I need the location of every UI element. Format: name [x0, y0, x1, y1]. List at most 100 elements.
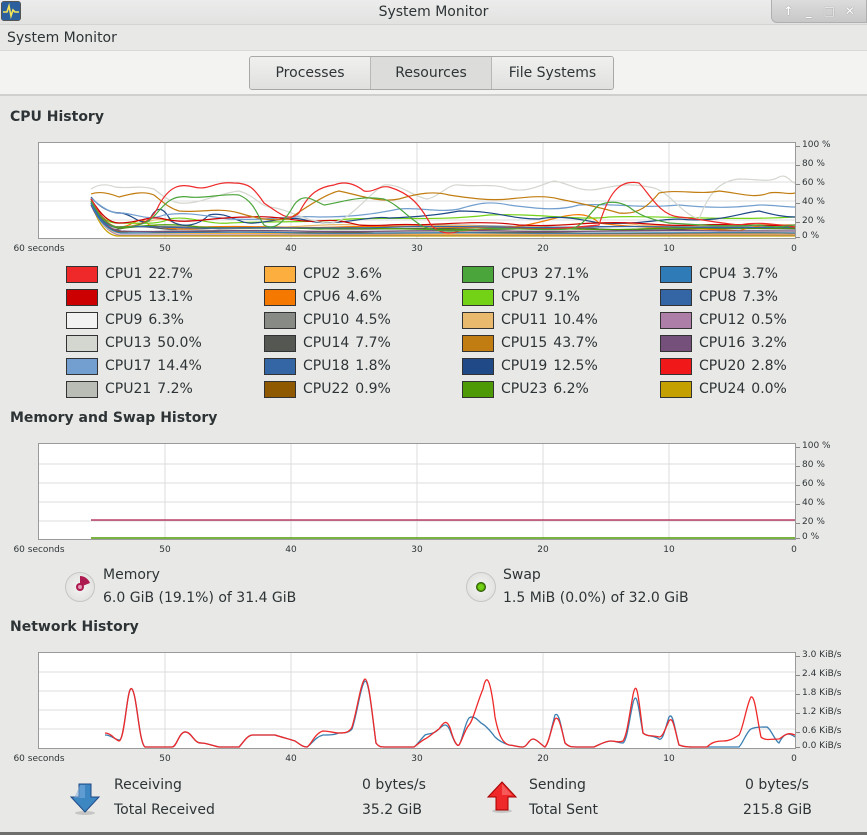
cpu-color-swatch[interactable] [660, 288, 692, 306]
cpu-percent: 14.4% [157, 358, 202, 374]
cpu-name: CPU7 [501, 289, 539, 305]
maximize-button[interactable]: □ [822, 4, 836, 18]
cpu-name: CPU14 [303, 335, 350, 351]
cpu-name: CPU19 [501, 358, 548, 374]
view-tabs: Processes Resources File Systems [249, 56, 614, 90]
memory-pie-icon[interactable] [65, 572, 95, 602]
cpu-percent: 7.7% [355, 335, 391, 351]
cpu-color-swatch[interactable] [462, 288, 494, 306]
total-sent-label: Total Sent [529, 802, 599, 818]
y-tick: 60 % [802, 178, 825, 188]
cpu-color-swatch[interactable] [462, 334, 494, 352]
cpu-legend-item: CPU22 0.9% [264, 380, 391, 398]
cpu-color-swatch[interactable] [660, 357, 692, 375]
cpu-name: CPU8 [699, 289, 737, 305]
tab-file-systems[interactable]: File Systems [492, 57, 613, 89]
tab-resources[interactable]: Resources [371, 57, 492, 89]
cpu-legend-item: CPU24 0.0% [660, 380, 787, 398]
cpu-color-swatch[interactable] [462, 311, 494, 329]
window-titlebar[interactable]: System Monitor ↑ _ □ ✕ [0, 0, 867, 25]
memory-label: Memory [103, 567, 160, 583]
total-received-label: Total Received [114, 802, 215, 818]
cpu-name: CPU18 [303, 358, 350, 374]
x-tick: 30 [411, 754, 423, 764]
cpu-name: CPU3 [501, 266, 539, 282]
cpu-color-swatch[interactable] [462, 265, 494, 283]
x-tick: 30 [411, 244, 423, 254]
y-tick: 0.0 KiB/s [802, 741, 842, 751]
cpu-color-swatch[interactable] [660, 334, 692, 352]
receiving-value: 0 bytes/s [362, 777, 426, 793]
keep-above-button[interactable]: ↑ [781, 4, 795, 18]
close-button[interactable]: ✕ [843, 4, 857, 18]
x-tick: 60 seconds [13, 545, 65, 555]
cpu-name: CPU21 [105, 381, 152, 397]
cpu-color-swatch[interactable] [462, 380, 494, 398]
swap-pie-icon[interactable] [466, 572, 496, 602]
cpu-color-swatch[interactable] [462, 357, 494, 375]
cpu-color-swatch[interactable] [264, 311, 296, 329]
sending-label: Sending [529, 777, 586, 793]
cpu-percent: 1.8% [355, 358, 391, 374]
cpu-color-swatch[interactable] [264, 334, 296, 352]
cpu-legend-item: CPU3 27.1% [462, 265, 589, 283]
cpu-color-swatch[interactable] [66, 265, 98, 283]
memory-history-chart [38, 443, 796, 540]
receiving-arrow-icon[interactable] [68, 782, 102, 816]
cpu-color-swatch[interactable] [660, 311, 692, 329]
maximize-icon: □ [823, 4, 835, 18]
tab-processes[interactable]: Processes [250, 57, 371, 89]
cpu-color-swatch[interactable] [66, 357, 98, 375]
cpu-history-chart [38, 142, 796, 239]
cpu-name: CPU9 [105, 312, 143, 328]
network-history-chart [38, 652, 796, 749]
cpu-name: CPU24 [699, 381, 746, 397]
x-tick: 40 [285, 754, 297, 764]
minimize-icon: _ [805, 4, 812, 18]
cpu-color-swatch[interactable] [264, 357, 296, 375]
cpu-percent: 3.6% [346, 266, 382, 282]
cpu-name: CPU16 [699, 335, 746, 351]
y-tick: 20 % [802, 517, 825, 527]
cpu-color-swatch[interactable] [660, 380, 692, 398]
cpu-color-swatch[interactable] [66, 380, 98, 398]
y-tick: 0.6 KiB/s [802, 726, 842, 736]
x-tick: 50 [159, 545, 171, 555]
sending-arrow-icon[interactable] [485, 780, 519, 814]
cpu-legend-item: CPU21 7.2% [66, 380, 193, 398]
cpu-color-swatch[interactable] [264, 380, 296, 398]
cpu-legend-item: CPU18 1.8% [264, 357, 391, 375]
cpu-name: CPU5 [105, 289, 143, 305]
cpu-legend-item: CPU17 14.4% [66, 357, 202, 375]
cpu-legend-item: CPU2 3.6% [264, 265, 382, 283]
y-tick: 1.2 KiB/s [802, 707, 842, 717]
app-menu[interactable]: System Monitor [7, 30, 117, 46]
cpu-color-swatch[interactable] [66, 334, 98, 352]
cpu-name: CPU11 [501, 312, 548, 328]
app-icon [1, 1, 21, 21]
cpu-percent: 2.8% [751, 358, 787, 374]
cpu-name: CPU12 [699, 312, 746, 328]
cpu-legend-item: CPU7 9.1% [462, 288, 580, 306]
cpu-history-title: CPU History [10, 109, 104, 125]
x-tick: 20 [537, 244, 549, 254]
cpu-percent: 6.3% [148, 312, 184, 328]
cpu-percent: 12.5% [553, 358, 598, 374]
receiving-label: Receiving [114, 777, 182, 793]
cpu-legend-item: CPU20 2.8% [660, 357, 787, 375]
total-sent-value: 215.8 GiB [743, 802, 812, 818]
cpu-color-swatch[interactable] [264, 265, 296, 283]
minimize-button[interactable]: _ [802, 4, 816, 18]
cpu-color-swatch[interactable] [660, 265, 692, 283]
x-tick: 10 [663, 244, 675, 254]
y-tick: 80 % [802, 460, 825, 470]
x-tick: 20 [537, 754, 549, 764]
cpu-color-swatch[interactable] [66, 311, 98, 329]
cpu-legend-item: CPU9 6.3% [66, 311, 184, 329]
x-tick: 20 [537, 545, 549, 555]
cpu-color-swatch[interactable] [264, 288, 296, 306]
cpu-percent: 22.7% [148, 266, 193, 282]
x-tick: 10 [663, 545, 675, 555]
memory-value: 6.0 GiB (19.1%) of 31.4 GiB [103, 590, 297, 606]
cpu-color-swatch[interactable] [66, 288, 98, 306]
